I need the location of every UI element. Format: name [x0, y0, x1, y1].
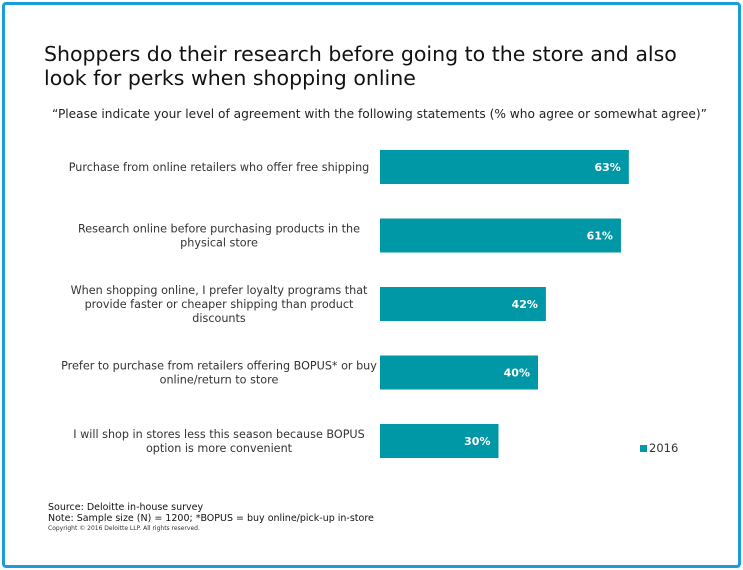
copyright-note: Copyright © 2016 Deloitte LLP. All right… — [48, 525, 200, 532]
category-label: I will shop in stores less this season b… — [73, 428, 364, 441]
category-label: discounts — [192, 312, 246, 325]
category-label: When shopping online, I prefer loyalty p… — [71, 284, 368, 297]
bar-1 — [380, 150, 629, 184]
chart-title: Shoppers do their research before going … — [44, 42, 677, 90]
footer: Source: Deloitte in-house survey Note: S… — [48, 502, 374, 534]
category-label: Research online before purchasing produc… — [78, 223, 360, 236]
bar-value-label: 61% — [587, 230, 613, 243]
bar-2 — [380, 218, 621, 253]
bar-value-label: 42% — [512, 298, 538, 311]
legend-swatch — [640, 444, 647, 452]
category-label: provide faster or cheaper shipping than … — [85, 298, 354, 311]
category-label: online/return to store — [160, 374, 279, 387]
legend-label: 2016 — [649, 441, 679, 455]
category-label: Purchase from online retailers who offer… — [69, 161, 370, 174]
bar-value-label: 63% — [595, 161, 621, 174]
sample-note: Note: Sample size (N) = 1200; *BOPUS = b… — [48, 513, 374, 524]
bar-value-label: 40% — [504, 367, 530, 380]
bar-4 — [380, 355, 538, 390]
source-note: Source: Deloitte in-house survey — [48, 502, 204, 513]
bar-3 — [380, 287, 546, 321]
bar-5 — [380, 424, 499, 458]
category-label: physical store — [180, 237, 258, 250]
chart-subtitle: “Please indicate your level of agreement… — [52, 107, 707, 121]
legend: 2016 — [640, 441, 678, 455]
category-label: option is more convenient — [146, 442, 293, 455]
bar-value-label: 30% — [464, 435, 490, 448]
category-label: Prefer to purchase from retailers offeri… — [61, 360, 377, 373]
